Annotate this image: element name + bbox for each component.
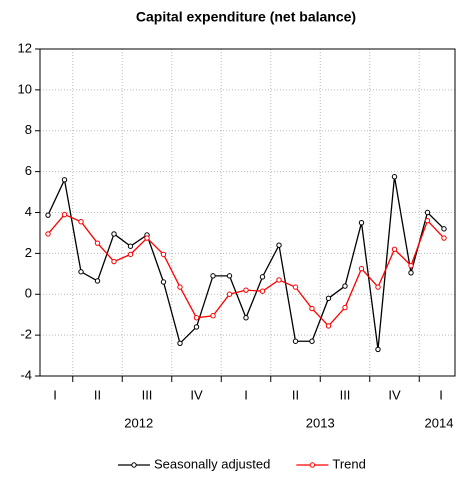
data-point — [309, 338, 315, 344]
data-point — [424, 209, 431, 216]
data-point — [226, 273, 233, 279]
plot-frame — [39, 48, 456, 377]
data-point — [276, 277, 282, 283]
data-point — [276, 242, 282, 248]
data-point — [210, 313, 216, 319]
data-point — [408, 270, 414, 276]
data-point — [441, 226, 447, 232]
data-point — [144, 235, 150, 241]
y-tick-label: 10 — [18, 81, 32, 96]
year-label: 2014 — [425, 415, 454, 430]
x-tick-label: II — [292, 387, 299, 402]
data-point — [391, 174, 398, 180]
data-point — [325, 323, 332, 329]
data-point — [210, 273, 216, 279]
data-point — [243, 315, 249, 321]
data-point — [292, 284, 299, 290]
data-point — [78, 218, 84, 225]
year-label: 2013 — [306, 415, 335, 430]
data-point — [408, 262, 414, 269]
x-tick-label: I — [53, 387, 57, 402]
data-point — [375, 346, 381, 353]
x-tick-label: I — [439, 387, 443, 402]
data-point — [61, 177, 68, 183]
y-tick-label: 12 — [18, 40, 32, 55]
data-point — [111, 258, 117, 265]
data-point — [375, 284, 381, 290]
y-tick-label: 0 — [25, 286, 32, 301]
x-tick-label: II — [94, 387, 101, 402]
y-tick-label: -2 — [20, 327, 32, 342]
x-tick-label: I — [244, 387, 248, 402]
data-point — [127, 243, 134, 249]
data-point — [309, 305, 315, 312]
year-label: 2012 — [124, 415, 153, 430]
data-point — [160, 251, 167, 258]
data-point — [441, 235, 447, 241]
x-tick-label: III — [142, 387, 153, 402]
y-tick-label: -4 — [20, 367, 32, 382]
legend-label: Trend — [332, 456, 365, 471]
series-line — [47, 213, 445, 327]
data-point — [193, 324, 200, 330]
data-point — [259, 274, 266, 280]
data-point — [61, 211, 68, 218]
y-tick-label: 2 — [25, 245, 32, 260]
legend-label: Seasonally adjusted — [154, 456, 270, 471]
data-point — [358, 266, 365, 272]
data-point — [45, 212, 51, 218]
data-point — [226, 291, 233, 297]
data-point — [193, 315, 200, 321]
data-point — [424, 217, 431, 224]
x-tick-label: IV — [190, 387, 203, 402]
data-point — [177, 284, 183, 290]
chart-title: Capital expenditure (net balance) — [136, 9, 356, 25]
data-point — [177, 340, 183, 346]
legend-marker — [309, 462, 316, 468]
data-point — [127, 251, 134, 258]
y-tick-label: 8 — [25, 122, 32, 137]
y-tick-label: 4 — [25, 204, 32, 219]
data-point — [391, 246, 398, 252]
data-point — [292, 338, 299, 344]
legend-marker — [131, 462, 137, 468]
data-point — [325, 295, 332, 302]
data-point — [111, 231, 117, 237]
data-point — [45, 231, 51, 237]
y-tick-label: 6 — [25, 163, 32, 178]
x-tick-label: IV — [388, 387, 401, 402]
data-point — [259, 288, 266, 294]
data-point — [94, 240, 101, 246]
data-point — [342, 304, 348, 311]
data-point — [78, 269, 84, 275]
data-point — [94, 278, 101, 284]
data-point — [160, 279, 167, 285]
data-point — [243, 287, 249, 293]
data-point — [342, 283, 348, 289]
data-point — [358, 220, 365, 226]
series-line — [47, 176, 445, 350]
x-tick-label: III — [340, 387, 351, 402]
